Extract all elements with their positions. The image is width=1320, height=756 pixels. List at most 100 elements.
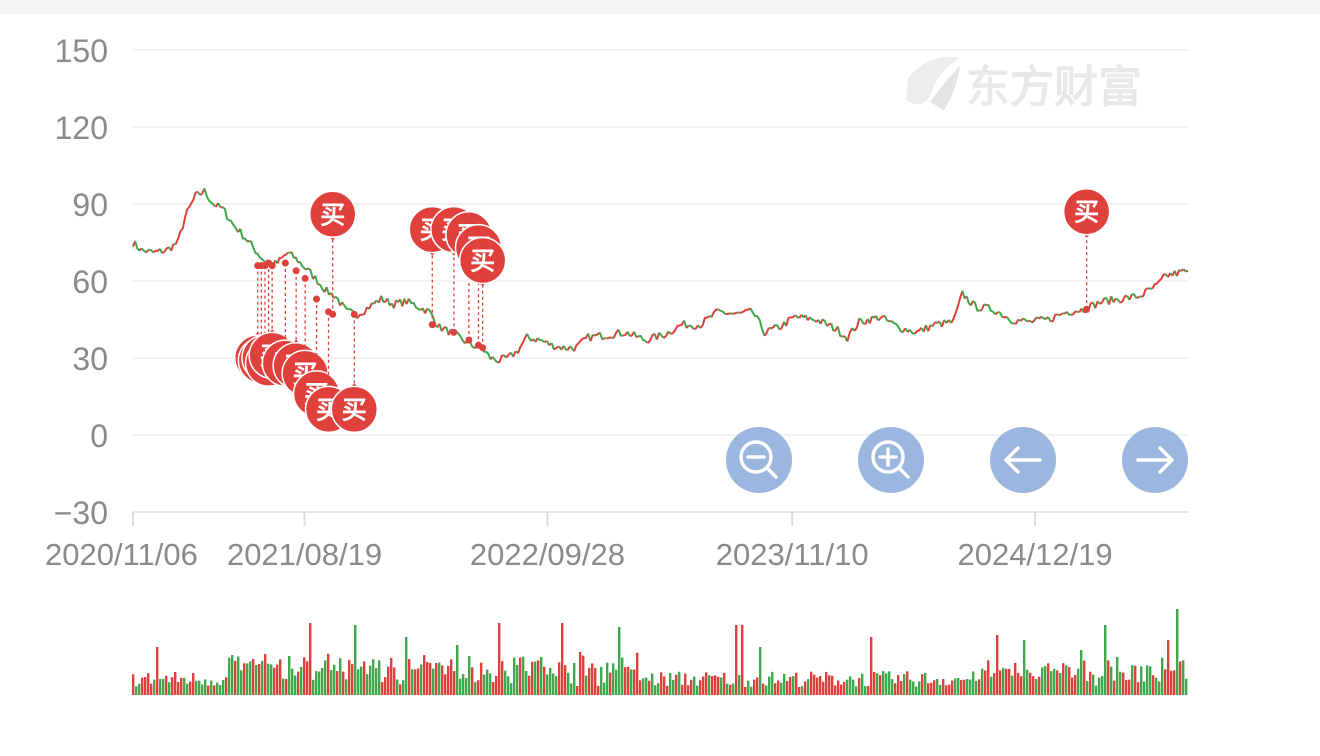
volume-bars [132,609,1187,695]
volume-bar [960,680,962,695]
price-line-segment [718,309,725,314]
volume-bar [195,681,197,695]
volume-bar [738,675,740,695]
volume-bar [885,673,887,695]
zoom-out-button[interactable] [726,427,792,493]
zoom-in-button[interactable] [858,427,924,493]
volume-bar [732,684,734,695]
volume-bar [312,680,314,695]
volume-bar [516,665,518,695]
volume-bar [360,667,362,695]
volume-bar [1005,669,1007,695]
price-line-segment [769,328,771,329]
volume-bar [270,664,272,695]
price-line-segment [915,328,922,334]
price-line-segment [527,334,531,341]
volume-bar [729,685,731,695]
volume-bar [333,665,335,695]
price-line-segment [315,276,317,285]
volume-bar [243,663,245,695]
volume-bar [300,667,302,695]
volume-bar [1092,675,1094,695]
price-line-segment [320,284,324,292]
volume-bar [147,673,149,695]
volume-bar [495,676,497,695]
volume-bar [1056,670,1058,695]
volume-bar [324,660,326,695]
price-line-segment [973,301,980,311]
volume-bar [483,675,485,695]
price-line-segment [409,299,421,310]
volume-bar [258,664,260,695]
volume-bar [924,673,926,695]
buy-marker[interactable]: 买 [1064,189,1110,313]
price-line-segment [671,321,685,334]
volume-bar [507,676,509,695]
volume-bar [741,625,743,695]
price-line-segment [369,303,371,309]
price-line-segment [1060,313,1062,315]
y-tick-label: 30 [72,341,108,377]
volume-bar [459,679,461,695]
volume-bar [498,623,500,695]
volume-bar [564,665,566,695]
buy-marker[interactable]: 买 [331,311,377,432]
volume-bar [753,680,755,695]
volume-bar [1158,681,1160,695]
volume-bar [756,677,758,695]
price-line-segment [149,250,154,253]
volume-bar [438,662,440,695]
volume-bar [1065,665,1067,695]
volume-bar [768,677,770,695]
zoom-in-button-bg[interactable] [858,427,924,493]
watermark-brand: 东方财富 [966,63,1142,112]
volume-bar [705,672,707,695]
volume-bar [711,676,713,695]
marker-dot [269,262,276,269]
volume-bar [237,656,239,695]
volume-bar [630,669,632,695]
pan-right-button[interactable] [1122,427,1188,493]
volume-bar [1014,663,1016,695]
volume-bar [1041,667,1043,695]
marker-dot [293,267,300,274]
volume-bar [672,680,674,695]
volume-bar [621,658,623,695]
pan-left-button[interactable] [990,427,1056,493]
price-line-segment [750,308,764,336]
volume-bar [1062,663,1064,695]
volume-bar [708,675,710,695]
volume-bar [786,681,788,695]
volume-bar [522,657,524,695]
volume-bar [552,674,554,695]
price-line-segment [668,331,670,333]
marker-dot [329,311,336,318]
volume-bar [408,659,410,695]
buy-marker[interactable]: 买 [460,237,506,351]
price-line-segment [967,296,971,305]
price-series [133,188,1188,362]
volume-bar [762,684,764,695]
chart-controls[interactable] [726,427,1188,493]
volume-bar [471,667,473,695]
marker-dot [302,275,309,282]
volume-bar [291,669,293,695]
x-tick-label: 2020/11/06 [45,537,198,572]
volume-bar [921,674,923,695]
price-line-segment [989,305,996,315]
volume-bar [603,683,605,695]
volume-bar [1101,676,1103,695]
volume-bar [477,680,479,695]
price-line-segment [1051,314,1058,321]
volume-bar [813,675,815,695]
volume-bar [978,679,980,695]
zoom-out-button-bg[interactable] [726,427,792,493]
volume-bar [1110,667,1112,695]
volume-bar [750,687,752,695]
volume-bar [828,675,830,695]
volume-bar [210,681,212,695]
price-line-segment [847,328,852,341]
volume-bar [144,677,146,695]
